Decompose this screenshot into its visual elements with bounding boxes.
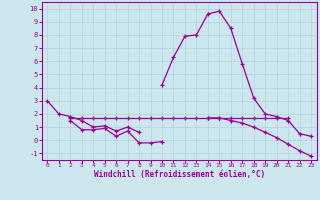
X-axis label: Windchill (Refroidissement éolien,°C): Windchill (Refroidissement éolien,°C) (94, 170, 265, 179)
